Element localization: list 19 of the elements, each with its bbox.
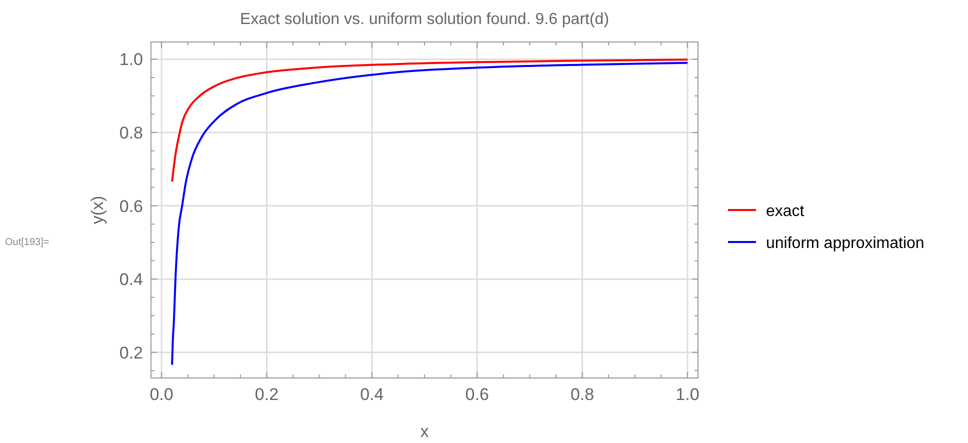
y-tick-label: 0.4 bbox=[119, 270, 143, 290]
x-tick-label: 0.8 bbox=[570, 385, 594, 404]
y-tick-label: 0.6 bbox=[119, 196, 143, 216]
legend-label: uniform approximation bbox=[766, 235, 924, 252]
x-tick-label: 0.0 bbox=[150, 385, 174, 404]
x-tick-label: 0.4 bbox=[360, 385, 384, 404]
x-tick-label: 0.2 bbox=[254, 385, 279, 404]
y-tick-label: 1.0 bbox=[119, 50, 143, 70]
y-axis-title: y(x) bbox=[88, 196, 107, 224]
line-series bbox=[171, 62, 688, 366]
line-series bbox=[171, 58, 688, 183]
legend-label: exact bbox=[766, 203, 805, 220]
x-tick-label: 0.6 bbox=[465, 385, 489, 404]
y-tick-label: 0.8 bbox=[119, 124, 143, 143]
y-tick-label: 0.2 bbox=[119, 343, 143, 362]
x-axis-title: x bbox=[420, 422, 430, 441]
x-tick-label: 1.0 bbox=[676, 385, 700, 404]
chart-title: Exact solution vs. uniform solution found. 9.6 part(d) bbox=[240, 11, 610, 28]
text: Out[193]= bbox=[5, 237, 50, 248]
